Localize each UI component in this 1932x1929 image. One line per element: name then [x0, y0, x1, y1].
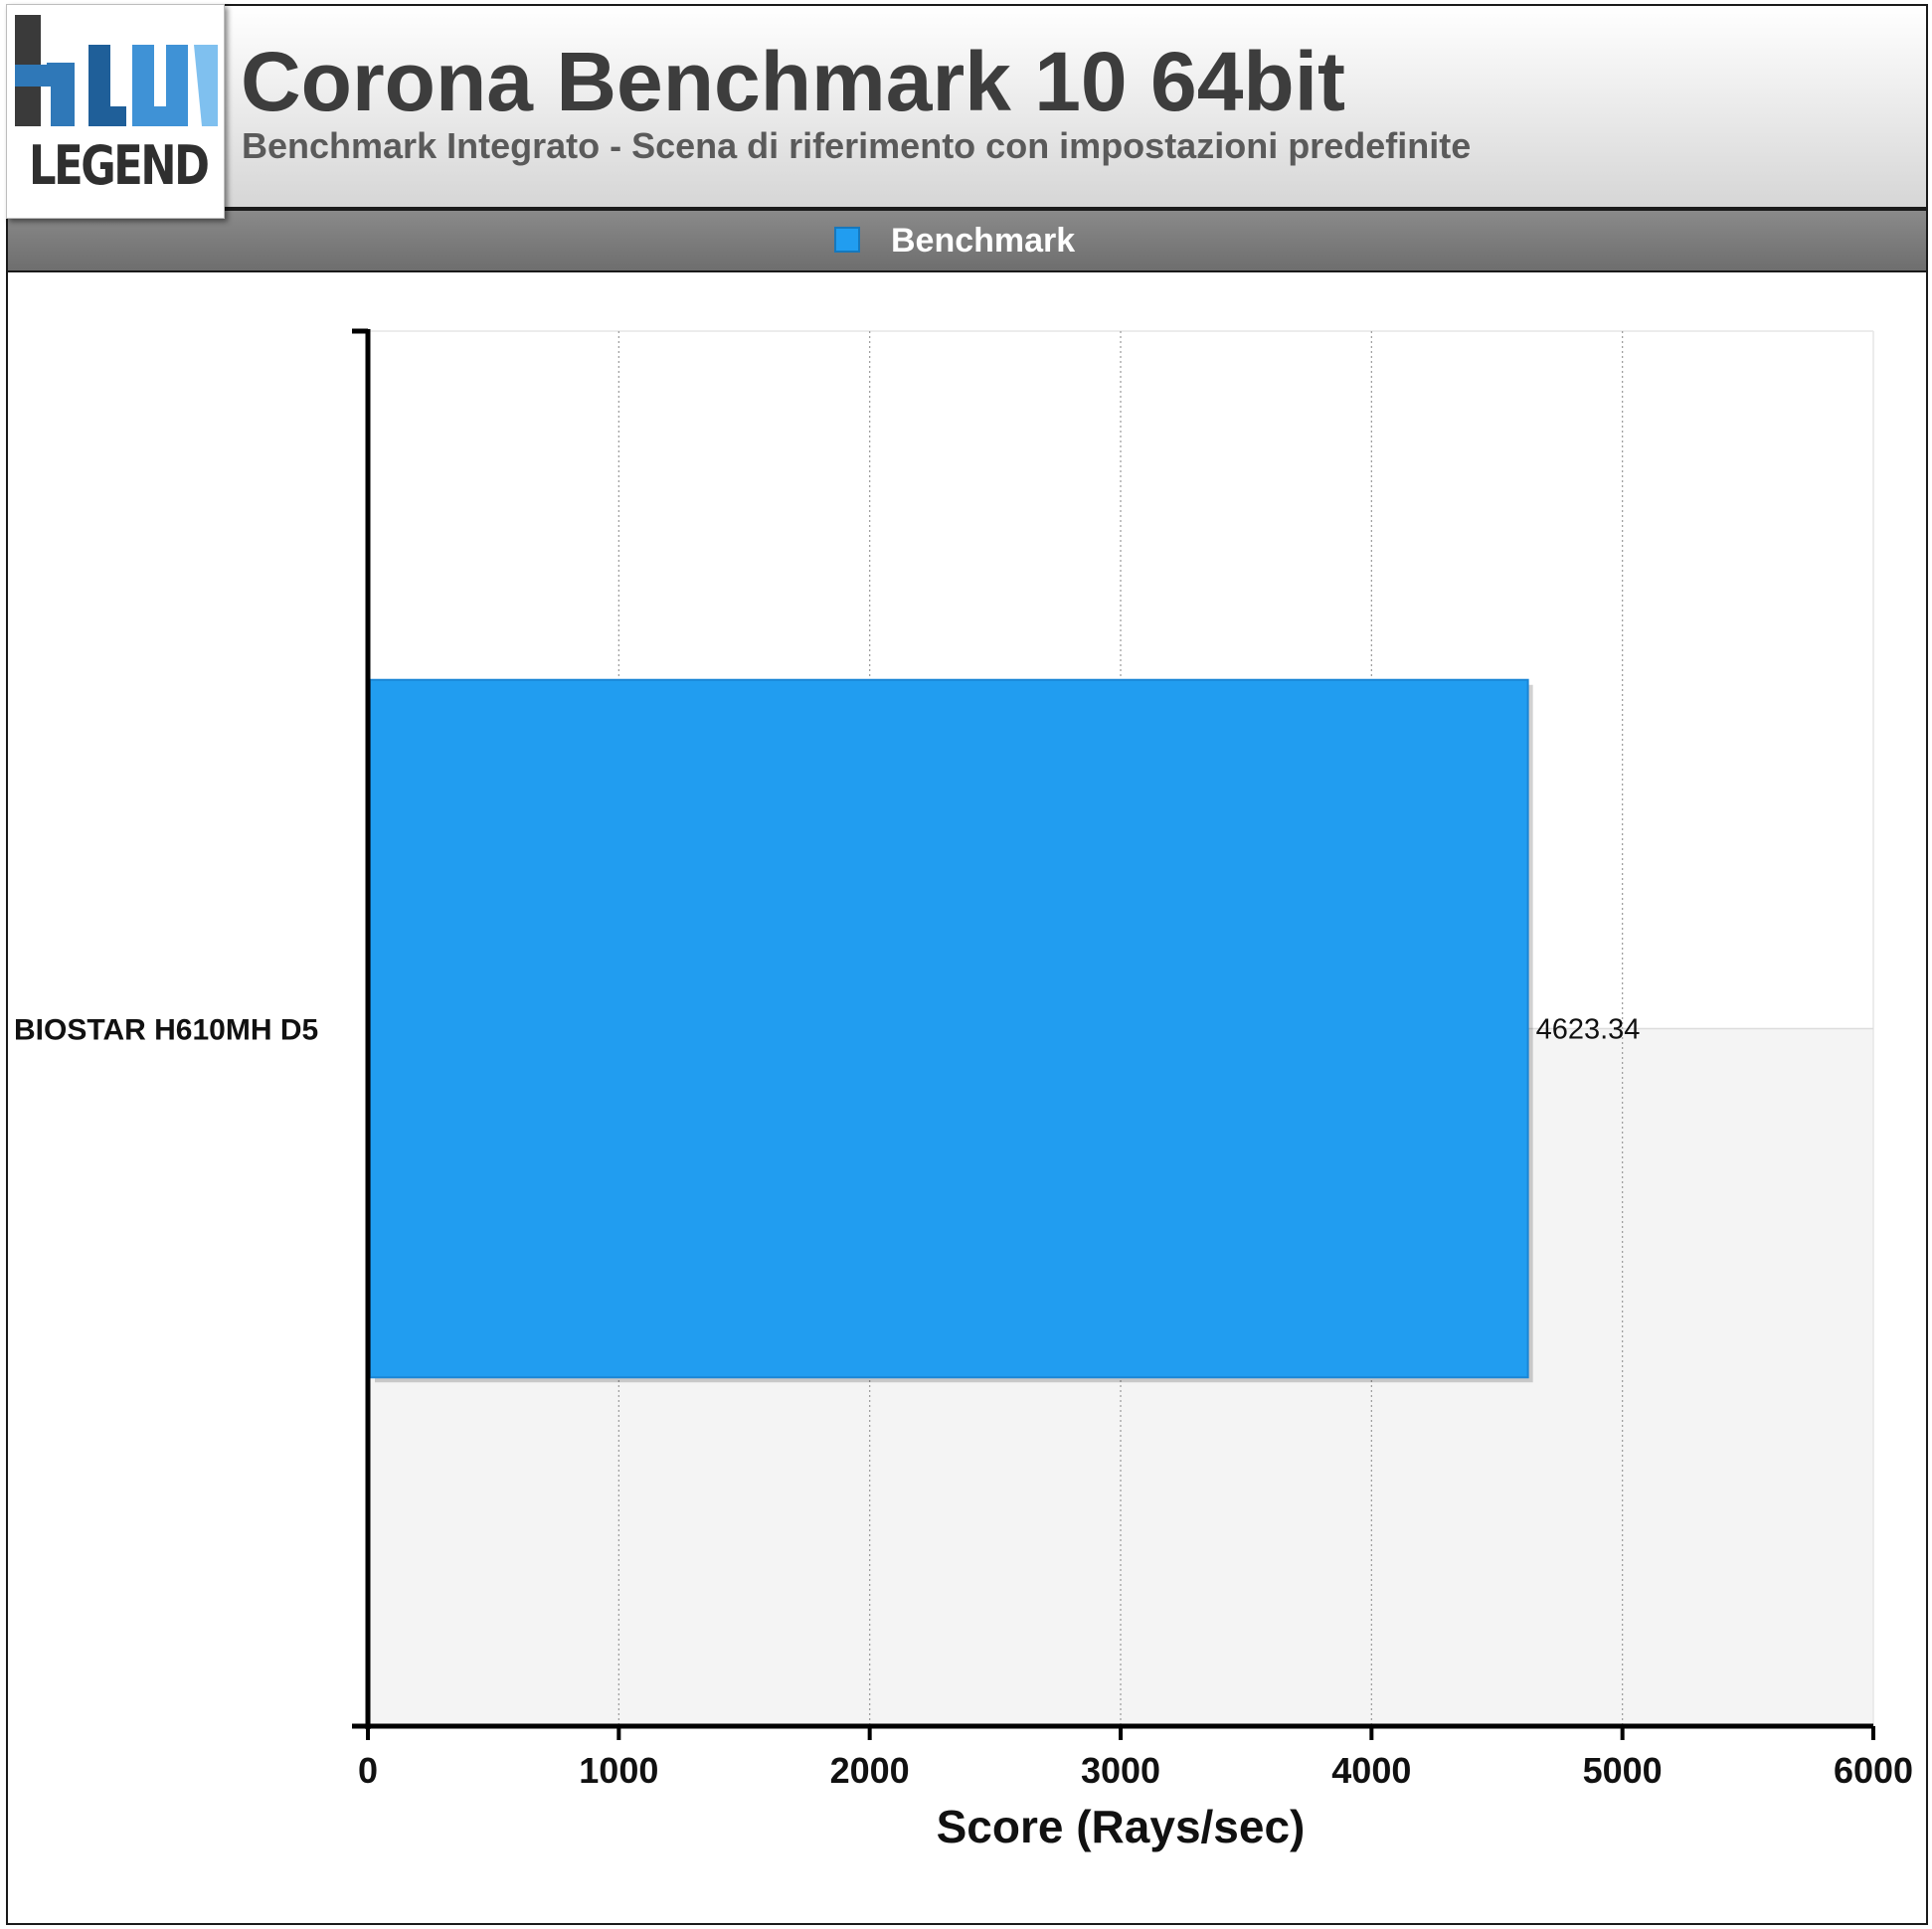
header [6, 4, 1928, 209]
site-logo: LEGEND [6, 4, 225, 219]
hw-logo-icon [15, 15, 218, 126]
bar [369, 678, 1529, 1379]
x-tick-label-5: 5000 [1583, 1750, 1663, 1791]
legend-bar [6, 209, 1928, 272]
x-tick-label-0: 0 [358, 1750, 378, 1791]
legend-swatch [834, 227, 860, 253]
x-tick-label-2: 2000 [830, 1750, 910, 1791]
x-tick-label-6: 6000 [1834, 1750, 1913, 1791]
bar-value-label: 4623.34 [1536, 1014, 1641, 1046]
x-tick-label-4: 4000 [1331, 1750, 1411, 1791]
chart-title: Corona Benchmark 10 64bit [241, 35, 1346, 128]
category-label: BIOSTAR H610MH D5 [14, 1014, 318, 1047]
x-tick-label-1: 1000 [579, 1750, 658, 1791]
legend-label: Benchmark [891, 222, 1076, 260]
logo-wordmark: LEGEND [29, 134, 210, 197]
chart-subtitle: Benchmark Integrato - Scena di riferimen… [242, 125, 1472, 166]
x-tick-label-3: 3000 [1081, 1750, 1160, 1791]
x-axis-title: Score (Rays/sec) [937, 1801, 1306, 1852]
